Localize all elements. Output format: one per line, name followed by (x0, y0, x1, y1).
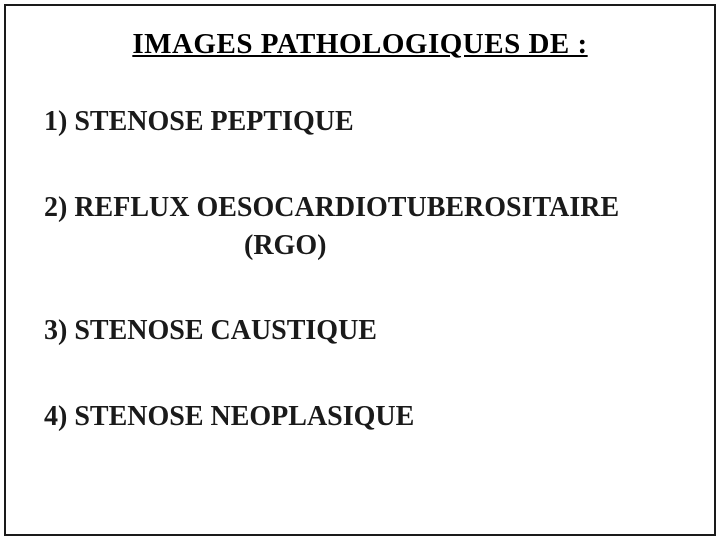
list-item: 2) REFLUX OESOCARDIOTUBEROSITAIRE (RGO) (44, 189, 676, 265)
list-item: 3) STENOSE CAUSTIQUE (44, 312, 676, 350)
item-number: 1) (44, 106, 67, 137)
item-number: 2) (44, 192, 67, 223)
item-text: STENOSE PEPTIQUE (74, 106, 353, 137)
title-row: IMAGES PATHOLOGIQUES DE : (44, 28, 676, 61)
list-item: 1) STENOSE PEPTIQUE (44, 103, 676, 141)
item-text: REFLUX OESOCARDIOTUBEROSITAIRE (74, 192, 619, 223)
item-text: STENOSE CAUSTIQUE (74, 315, 377, 346)
slide-frame: IMAGES PATHOLOGIQUES DE : 1) STENOSE PEP… (4, 4, 716, 536)
item-number: 3) (44, 315, 67, 346)
slide-title: IMAGES PATHOLOGIQUES DE : (132, 28, 587, 60)
item-number: 4) (44, 401, 67, 432)
item-subtext: (RGO) (44, 227, 676, 265)
item-text: STENOSE NEOPLASIQUE (74, 401, 414, 432)
list-item: 4) STENOSE NEOPLASIQUE (44, 398, 676, 436)
